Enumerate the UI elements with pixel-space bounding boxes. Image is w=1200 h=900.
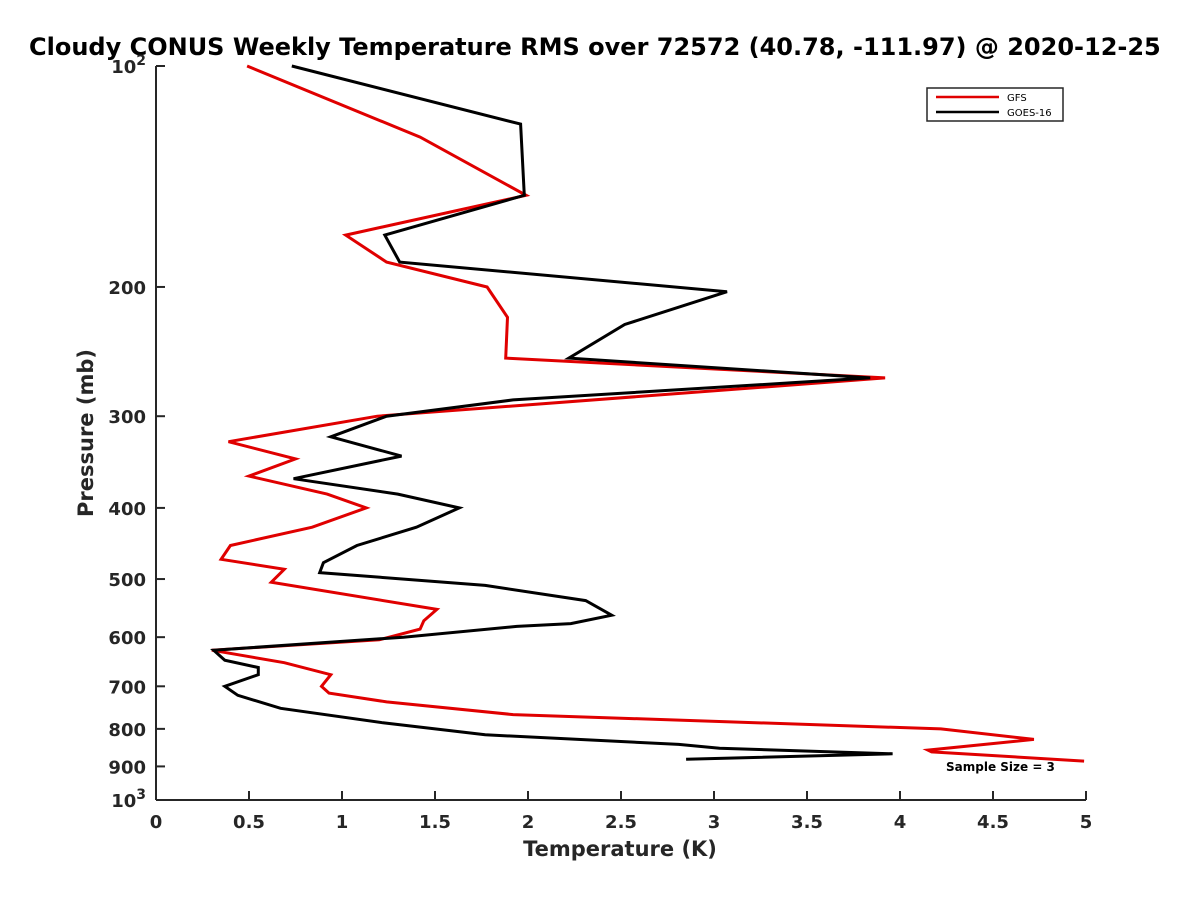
legend-label-goes-16: GOES-16 [1007, 108, 1052, 119]
sample-size-annotation: Sample Size = 3 [946, 760, 1055, 774]
y-tick-label: 400 [108, 499, 146, 520]
legend: GFS GOES-16 [926, 87, 1064, 122]
x-tick-label: 4 [894, 812, 907, 833]
y-axis-label: Pressure (mb) [74, 349, 98, 517]
y-tick-label: 103 [111, 787, 146, 812]
x-tick-label: 3 [708, 812, 721, 833]
y-tick-label: 800 [108, 720, 146, 741]
x-tick-label: 5 [1080, 812, 1093, 833]
y-tick-label: 600 [108, 628, 146, 649]
x-axis-label: Temperature (K) [523, 837, 717, 861]
y-tick-label: 900 [108, 757, 146, 778]
y-tick-label: 102 [111, 53, 146, 78]
chart-title: Cloudy CONUS Weekly Temperature RMS over… [29, 33, 1161, 61]
y-tick-label: 200 [108, 278, 146, 299]
x-tick-label: 1.5 [419, 812, 451, 833]
y-tick-label: 500 [108, 570, 146, 591]
x-tick-label: 0.5 [233, 812, 265, 833]
x-tick-label: 2.5 [605, 812, 637, 833]
axes-group: 0 0.5 1 1.5 2 2.5 3 3.5 4 4.5 5 102 200 300 400 500 600 7… [108, 53, 1092, 833]
x-tick-label: 3.5 [791, 812, 823, 833]
y-tick-label: 700 [108, 677, 146, 698]
legend-label-gfs: GFS [1007, 93, 1027, 104]
x-tick-label: 4.5 [977, 812, 1009, 833]
series-line-gfs [211, 64, 1085, 763]
x-tick-label: 2 [522, 812, 535, 833]
series-group [210, 64, 1085, 763]
x-tick-label: 1 [336, 812, 349, 833]
y-tick-label: 300 [108, 407, 146, 428]
x-tick-label: 0 [150, 812, 163, 833]
series-line-goes-16 [210, 64, 893, 761]
legend-box [926, 87, 1064, 122]
